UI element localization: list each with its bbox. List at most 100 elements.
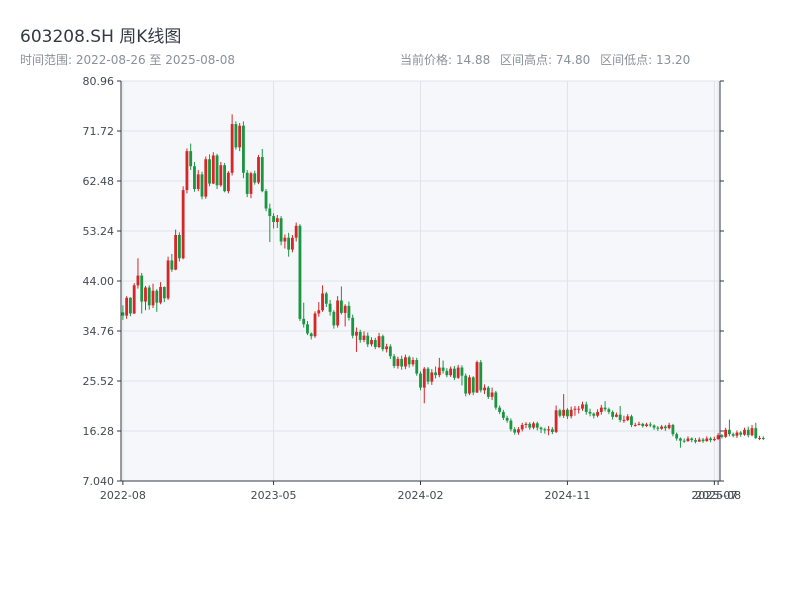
candle-body [336, 300, 340, 326]
candle-body [709, 438, 712, 441]
candle-body [226, 172, 230, 192]
y-tick-label: 53.24 [83, 225, 115, 238]
candle-body [249, 173, 253, 194]
candle-body [370, 339, 373, 345]
candle-body [690, 438, 694, 441]
candle-body [208, 159, 211, 184]
candle-body [181, 190, 185, 259]
candle-body [445, 370, 449, 376]
candle-body [321, 293, 324, 311]
candle-body [513, 429, 517, 433]
candle-body [637, 423, 641, 425]
candle-body [388, 346, 392, 357]
candle-body [230, 124, 234, 173]
candle-body [253, 173, 257, 183]
candle-body [441, 367, 445, 371]
candle-body [400, 358, 404, 367]
candle-body [686, 438, 690, 442]
candle-body [682, 440, 686, 442]
candle-body [614, 414, 618, 417]
candle-body [475, 362, 479, 393]
candle-body [189, 151, 193, 167]
candle-body [547, 429, 551, 431]
x-tick-label: 2024-11 [544, 489, 590, 502]
current-price-label: 当前价格: 14.88 [400, 53, 491, 67]
y-tick-label: 7.040 [83, 475, 115, 488]
candle-body [140, 275, 144, 302]
candle-body [385, 346, 389, 350]
candle-body [162, 286, 166, 299]
candle-body [611, 411, 615, 417]
candle-body [136, 275, 140, 286]
candle-body [524, 423, 528, 425]
candle-body [592, 413, 596, 416]
candle-body [147, 287, 151, 306]
candle-body [652, 425, 656, 428]
candle-body [170, 260, 174, 270]
candle-body [332, 311, 336, 326]
candle-body [731, 434, 735, 436]
candle-body [449, 368, 453, 376]
candle-body [219, 165, 223, 186]
candle-body [238, 125, 242, 148]
candle-body [464, 375, 468, 394]
candle-body [324, 293, 328, 304]
candle-body [272, 216, 275, 223]
candle-body [355, 331, 358, 336]
candle-body [430, 372, 434, 382]
candle-body [411, 360, 415, 365]
candle-body [626, 416, 630, 421]
candle-body [483, 387, 486, 391]
candle-body [505, 417, 509, 421]
y-tick-label: 34.76 [83, 325, 115, 338]
candle-body [223, 165, 227, 192]
period-low-label: 区间低点: 13.20 [600, 53, 691, 67]
candle-body [351, 317, 355, 336]
candle-body [728, 429, 731, 435]
candle-body [671, 424, 675, 435]
candle-body [716, 435, 720, 440]
y-tick-label: 25.52 [83, 375, 115, 388]
candle-body [498, 407, 502, 412]
candle-body [554, 410, 558, 432]
candle-body [313, 313, 317, 337]
candle-body [456, 367, 460, 378]
candle-body [264, 191, 268, 209]
candle-body [720, 435, 724, 437]
candle-body [633, 424, 637, 426]
candle-body [434, 372, 437, 376]
candle-body [392, 356, 396, 366]
candle-body [618, 414, 622, 421]
candle-body [309, 333, 313, 337]
x-tick-label: 2023-05 [251, 489, 297, 502]
candle-body [743, 429, 746, 435]
candle-body [746, 429, 750, 436]
candle-body [705, 438, 709, 442]
candle-body [200, 174, 204, 197]
candle-body [535, 423, 539, 428]
candle-body [539, 427, 543, 430]
candle-body [520, 424, 524, 430]
candle-body [517, 429, 520, 433]
period-high-label: 区间高点: 74.80 [500, 53, 591, 67]
candle-body [204, 159, 208, 197]
candle-body [437, 367, 441, 376]
candle-body [641, 423, 645, 427]
candle-body [501, 411, 505, 418]
candle-body [758, 437, 761, 439]
candle-body [283, 237, 287, 242]
candle-body [577, 408, 581, 410]
candle-body [257, 157, 260, 183]
candle-body [306, 324, 309, 334]
y-tick-label: 71.72 [83, 125, 115, 138]
candle-body [694, 440, 697, 442]
candle-body [739, 432, 743, 435]
candle-body [663, 426, 667, 429]
candle-body [660, 426, 664, 429]
candle-body [569, 409, 573, 417]
candle-body [630, 416, 633, 425]
candle-body [159, 286, 162, 303]
candle-body [528, 423, 532, 428]
candle-body [290, 237, 294, 250]
candle-body [151, 290, 155, 306]
